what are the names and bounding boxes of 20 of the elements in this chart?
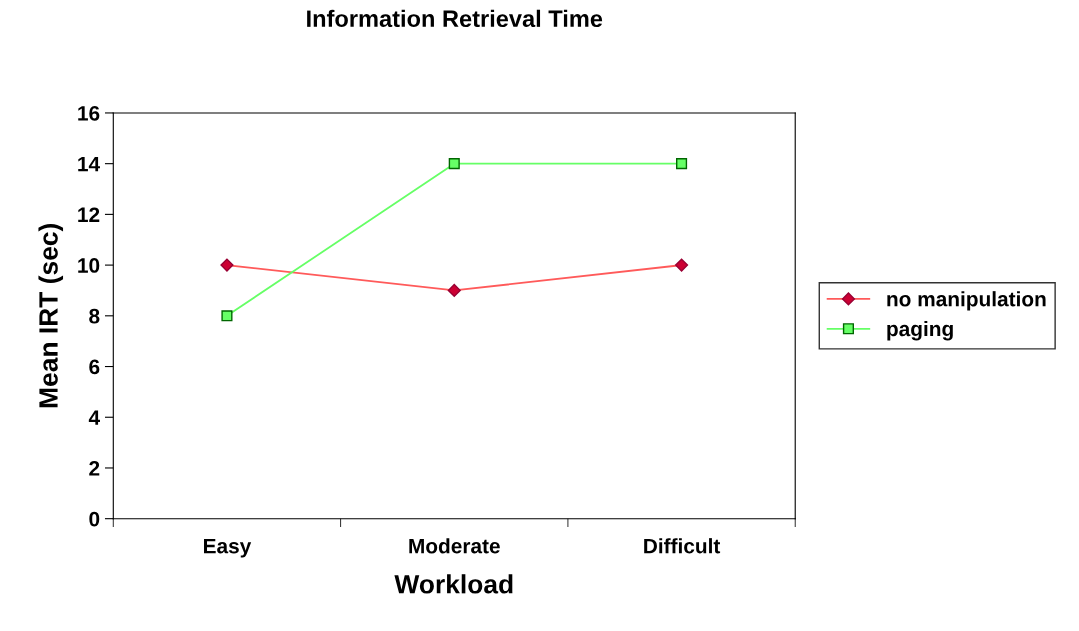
x-tick-label: Difficult [644,538,721,554]
legend-label: paging [887,320,953,341]
x-axis-title: Workload [394,574,513,594]
y-tick-label: 10 [78,258,100,273]
point [676,158,688,170]
y-tick-label: 6 [89,359,100,375]
y-tick-label: 4 [88,410,100,425]
y-axis-title: Mean IRT (sec) [38,224,64,408]
chart-title: Information Retrieval Time [307,9,603,28]
y-tick-label: 0 [89,511,100,527]
point [448,158,460,170]
y-tick-label: 2 [89,460,100,476]
x-tick-label: Easy [204,538,252,558]
y-tick-label: 16 [78,105,100,121]
legend-label: no manipulation [887,291,1046,311]
y-tick-label: 12 [78,207,100,222]
y-tick-label: 8 [89,308,100,324]
y-tick-label: 14 [78,156,100,172]
x-tick-label: Moderate [409,538,500,554]
point [221,310,233,322]
